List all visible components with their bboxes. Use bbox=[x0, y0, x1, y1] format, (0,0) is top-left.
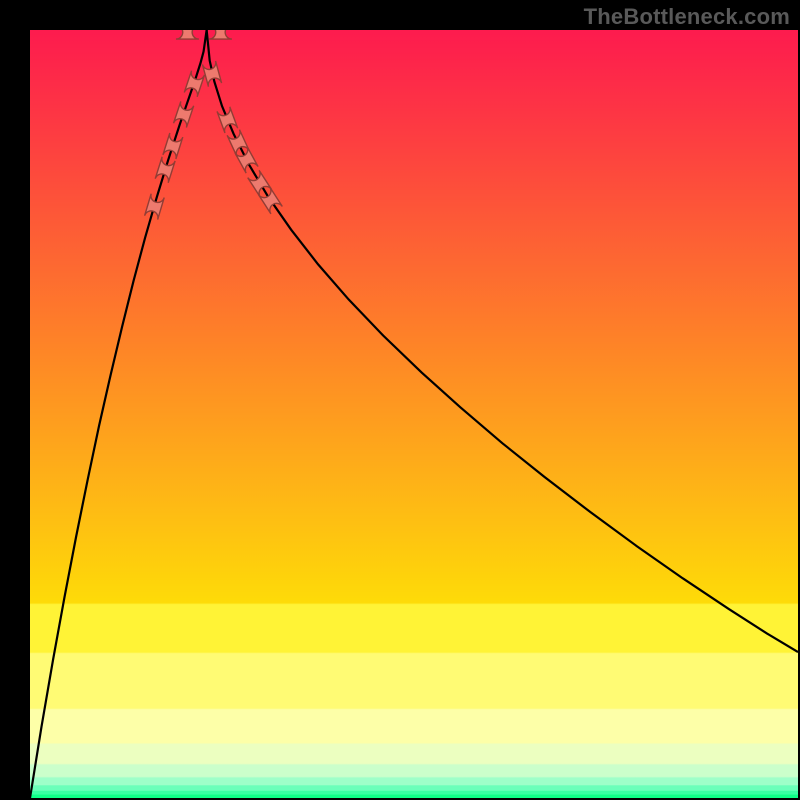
chart-overlay bbox=[30, 30, 798, 798]
data-marker bbox=[248, 170, 272, 197]
data-marker bbox=[176, 30, 199, 39]
data-marker bbox=[174, 101, 194, 127]
data-marker bbox=[202, 61, 221, 87]
data-marker bbox=[145, 194, 165, 220]
chart-container: TheBottleneck.com bbox=[0, 0, 800, 800]
plot-area bbox=[30, 30, 798, 798]
watermark-label: TheBottleneck.com bbox=[584, 4, 790, 30]
data-marker bbox=[184, 71, 204, 97]
data-marker bbox=[258, 187, 282, 214]
data-marker bbox=[235, 146, 258, 173]
data-marker bbox=[227, 130, 249, 157]
data-marker bbox=[163, 133, 183, 159]
data-marker bbox=[217, 107, 238, 133]
data-marker bbox=[155, 157, 175, 183]
curve-right-branch bbox=[207, 30, 798, 652]
marker-group bbox=[145, 30, 283, 220]
data-marker bbox=[209, 30, 232, 39]
